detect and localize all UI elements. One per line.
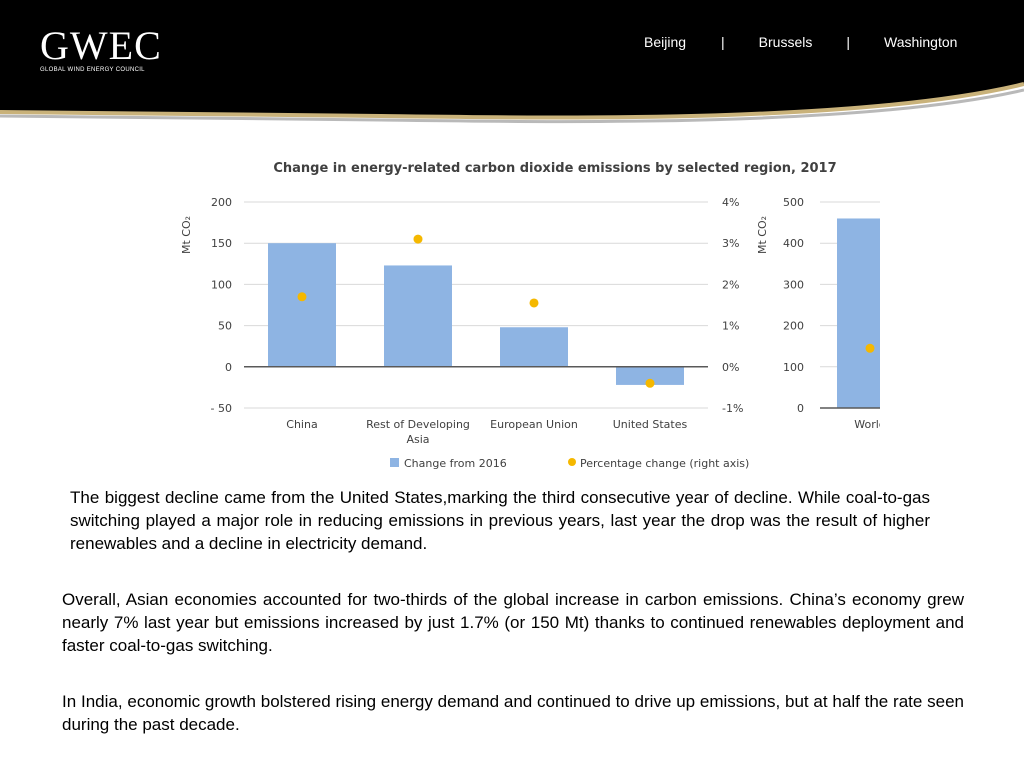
bar	[384, 265, 452, 367]
legend-label-point: Percentage change (right axis)	[580, 457, 749, 470]
y-tick-label: 100	[783, 361, 804, 374]
bar	[268, 243, 336, 367]
y-tick-label: - 50	[211, 402, 232, 415]
legend-swatch-bar	[390, 458, 399, 467]
category-label: World	[854, 418, 880, 431]
bar	[837, 218, 880, 408]
paragraph-asia-growth: Overall, Asian economies accounted for t…	[62, 590, 964, 655]
percentage-point	[645, 378, 655, 388]
chart-title: Change in energy-related carbon dioxide …	[273, 161, 836, 176]
y-tick-label: 400	[783, 237, 804, 250]
percentage-point	[297, 292, 307, 302]
city-beijing: Beijing	[644, 34, 687, 50]
header-background	[0, 0, 1024, 124]
paragraph-us-decline: The biggest decline came from the United…	[70, 488, 930, 553]
city-separator: |	[721, 34, 725, 50]
bar	[616, 366, 684, 385]
category-label: China	[286, 418, 317, 431]
y-tick-label: 500	[783, 196, 804, 209]
percentage-point	[413, 234, 423, 244]
y-tick-label: 0	[797, 402, 804, 415]
y-tick-label: 0	[225, 361, 232, 374]
y-tick-label: 50	[218, 320, 232, 333]
emissions-chart: Change in energy-related carbon dioxide …	[180, 161, 880, 470]
legend-swatch-point	[568, 458, 576, 466]
percentage-point	[865, 343, 875, 353]
y2-tick-label: 1%	[722, 320, 739, 333]
city-brussels: Brussels	[758, 34, 813, 50]
percentage-point	[529, 298, 539, 308]
category-label: European Union	[490, 418, 578, 431]
y2-tick-label: 2%	[722, 278, 739, 291]
y2-tick-label: 0%	[722, 361, 739, 374]
category-label: Asia	[406, 433, 429, 446]
y-axis-title: Mt CO₂	[180, 216, 193, 254]
paragraph-india: In India, economic growth bolstered risi…	[62, 692, 964, 734]
gwec-logo: GWEC GLOBAL WIND ENERGY COUNCIL	[40, 23, 162, 74]
y-tick-label: 200	[211, 196, 232, 209]
y-axis-title: Mt CO₂	[756, 216, 769, 254]
y-tick-label: 200	[783, 320, 804, 333]
y-tick-label: 300	[783, 278, 804, 291]
chart-legend: Change from 2016 Percentage change (righ…	[390, 457, 749, 470]
city-separator: |	[846, 34, 850, 50]
header-banner: GWEC GLOBAL WIND ENERGY COUNCIL Beijing …	[0, 0, 1024, 150]
bar	[500, 327, 568, 367]
y2-tick-label: -1%	[722, 402, 743, 415]
office-cities: Beijing | Brussels | Washington	[644, 34, 957, 50]
y-tick-label: 100	[211, 278, 232, 291]
logo-subtext: GLOBAL WIND ENERGY COUNCIL	[40, 67, 145, 73]
logo-text: GWEC	[40, 23, 162, 68]
category-label: United States	[613, 418, 688, 431]
legend-label-bar: Change from 2016	[404, 457, 507, 470]
y2-tick-label: 3%	[722, 237, 739, 250]
y2-tick-label: 4%	[722, 196, 739, 209]
y-tick-label: 150	[211, 237, 232, 250]
category-label: Rest of Developing	[366, 418, 470, 431]
city-washington: Washington	[884, 34, 958, 50]
